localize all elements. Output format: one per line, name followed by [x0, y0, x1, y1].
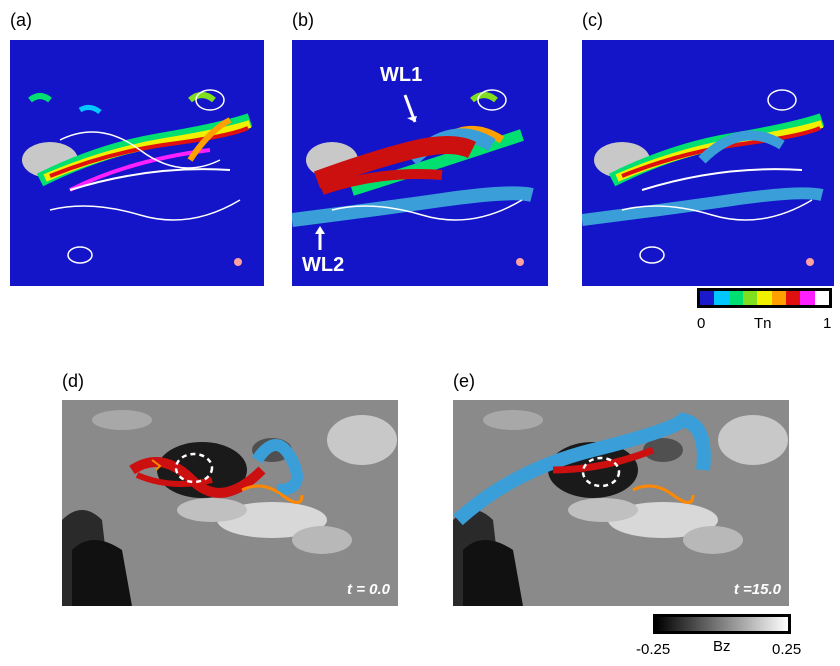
panel-b-image: WL1 WL2	[292, 40, 548, 286]
panel-e-image: t =15.0	[453, 400, 789, 606]
panel-c-label: (c)	[582, 10, 603, 30]
wl1-annotation: WL1	[380, 64, 423, 86]
panel-a-label: (a)	[10, 10, 32, 30]
panel-a-image	[10, 40, 264, 286]
tn-colorbar-label: Tn	[754, 315, 772, 332]
panel-d-image: t = 0.0	[62, 400, 398, 606]
bz-colorbar	[653, 614, 791, 634]
tn-colorbar-min: 0	[697, 315, 706, 332]
panel-d-time-label: t = 0.0	[347, 581, 390, 598]
wl2-annotation: WL2	[302, 254, 345, 276]
bz-colorbar-label: Bz	[713, 638, 731, 655]
panel-e-label: (e)	[453, 371, 475, 391]
panel-e-time-label: t =15.0	[733, 581, 781, 598]
bz-colorbar-max: 0.25	[772, 641, 802, 658]
bz-colorbar-min: -0.25	[636, 641, 671, 658]
tn-colorbar	[697, 288, 832, 308]
tn-colorbar-max: 1	[823, 315, 832, 332]
panel-b-label: (b)	[292, 10, 314, 30]
panel-d-label: (d)	[62, 371, 84, 391]
panel-c-image	[582, 40, 834, 286]
